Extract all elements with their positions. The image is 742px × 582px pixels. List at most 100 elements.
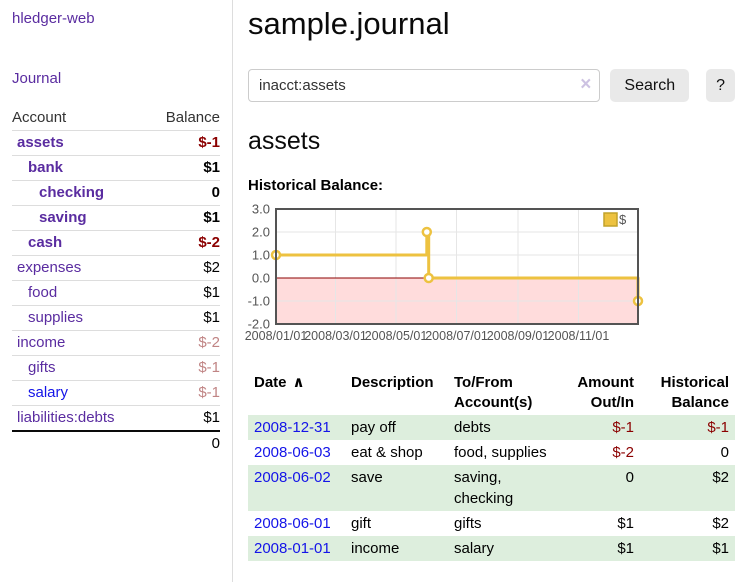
x-axis-tick-label: 2008/09/01 — [487, 329, 550, 343]
chart-title: Historical Balance: — [248, 177, 384, 194]
account-link[interactable]: income — [17, 334, 66, 351]
chart-container: $3.0 2.0 1.0 0.0 -1.0 -2.0 2008/01/01 2008/03/0… — [245, 202, 735, 346]
transaction-amount: $1 — [617, 515, 634, 532]
app-title-link[interactable]: hledger-web — [12, 10, 95, 27]
transaction-date-link[interactable]: 2008-06-03 — [254, 444, 331, 461]
account-balance: $1 — [148, 280, 220, 306]
search-input[interactable] — [248, 69, 601, 102]
y-axis-tick-label: 2.0 — [252, 225, 270, 240]
balance-column-header: Historical Balance — [660, 374, 729, 411]
legend-swatch — [603, 212, 618, 227]
account-name-cell: assets — [12, 130, 149, 156]
account-row: gifts $-1 — [12, 355, 220, 381]
accounts-total-value: 0 — [148, 430, 220, 456]
x-axis-tick-label: 2008/03/01 — [304, 329, 367, 343]
account-balance: $-2 — [148, 330, 220, 356]
account-heading: assets — [248, 127, 321, 155]
transaction-row: 2008-01-01 income salary $1 $1 — [248, 536, 735, 561]
y-axis-tick-label: 0.0 — [252, 271, 270, 286]
account-row: supplies $1 — [12, 305, 220, 331]
transaction-description: pay off — [345, 415, 448, 440]
account-row: assets $-1 — [12, 130, 220, 156]
accounts-total-row: 0 — [12, 430, 220, 456]
account-link[interactable]: saving — [39, 209, 87, 226]
accounts-table-header: Account Balance — [12, 106, 220, 131]
transaction-date-cell: 2008-06-02 — [248, 465, 345, 511]
data-point-marker — [421, 226, 433, 238]
account-balance: $1 — [148, 405, 220, 431]
y-axis-tick-label: -1.0 — [248, 294, 270, 309]
transaction-amount: $-2 — [612, 444, 634, 461]
balance-column-header: Balance — [165, 109, 220, 126]
account-name-cell: income — [12, 330, 149, 356]
account-row: checking 0 — [12, 180, 220, 206]
account-name-cell: supplies — [12, 305, 149, 331]
transaction-row: 2008-06-03 eat & shop food, supplies $-2 0 — [248, 440, 735, 465]
transaction-amount: $1 — [560, 536, 640, 561]
transaction-accounts: saving, checking — [448, 465, 560, 511]
transaction-amount: 0 — [560, 465, 640, 511]
plot-border — [275, 208, 639, 325]
account-name-cell: expenses — [12, 255, 149, 281]
account-row: income $-2 — [12, 330, 220, 356]
register-header-row: Date ∧ Description To/From Account(s) Amo… — [248, 371, 735, 415]
clear-search-icon[interactable]: × — [580, 74, 592, 95]
transaction-date-cell: 2008-12-31 — [248, 415, 345, 440]
sidebar-item-journal[interactable]: Journal — [12, 70, 62, 87]
transaction-balance: $2 — [712, 515, 729, 532]
y-axis-tick-label: 3.0 — [252, 202, 270, 217]
amount-column-header: Amount Out/In — [577, 374, 634, 411]
account-link[interactable]: expenses — [17, 259, 82, 276]
account-row: salary $-1 — [12, 380, 220, 406]
transaction-accounts: food, supplies — [454, 444, 547, 461]
transaction-date-link[interactable]: 2008-01-01 — [254, 540, 331, 557]
transaction-description: save — [345, 465, 448, 511]
account-name-cell: saving — [12, 205, 149, 231]
account-balance: $-2 — [148, 230, 220, 256]
transaction-amount: $-1 — [560, 415, 640, 440]
transaction-balance: 0 — [720, 444, 729, 461]
account-balance: 0 — [148, 180, 220, 206]
transaction-date-link[interactable]: 2008-06-01 — [254, 515, 331, 532]
account-link[interactable]: checking — [39, 184, 105, 201]
account-link[interactable]: salary — [28, 384, 69, 401]
account-balance: $2 — [148, 255, 220, 281]
sort-ascending-icon: ∧ — [292, 374, 305, 391]
transaction-description: income — [345, 536, 448, 561]
account-link[interactable]: bank — [28, 159, 64, 176]
account-link[interactable]: food — [28, 284, 58, 301]
account-row: food $1 — [12, 280, 220, 306]
main-content: sample.journal × Search ? assets Histori… — [234, 0, 742, 561]
search-input-wrap: × — [248, 69, 601, 102]
account-link[interactable]: cash — [28, 234, 63, 251]
search-form: × Search ? — [248, 69, 735, 102]
account-link[interactable]: assets — [17, 134, 64, 151]
transaction-date-cell: 2008-06-01 — [248, 511, 345, 536]
search-button[interactable]: Search — [610, 69, 690, 102]
transaction-balance: $2 — [640, 465, 735, 511]
spacer-cell — [12, 430, 149, 456]
register-table-body: 2008-12-31 pay off debts $-1 $-1 2008-06-03 ea… — [248, 415, 735, 561]
x-axis-tick-label: 2008/01/01 — [245, 329, 308, 343]
account-link[interactable]: liabilities:debts — [17, 409, 115, 426]
x-axis-tick-label: 2008/11/01 — [548, 329, 610, 343]
account-link[interactable]: gifts — [28, 359, 56, 376]
page-title: sample.journal — [248, 6, 450, 41]
account-row: cash $-2 — [12, 230, 220, 256]
x-axis-tick-label: 2008/05/01 — [365, 329, 428, 343]
transaction-date-link[interactable]: 2008-12-31 — [254, 419, 331, 436]
account-name-cell: salary — [12, 380, 149, 406]
account-row: saving $1 — [12, 205, 220, 231]
account-name-cell: gifts — [12, 355, 149, 381]
sidebar: hledger-web Journal Account Balance asse… — [0, 0, 233, 582]
date-column-header[interactable]: Date ∧ — [254, 374, 305, 391]
transaction-date-link[interactable]: 2008-06-02 — [254, 469, 331, 486]
help-button[interactable]: ? — [706, 69, 735, 102]
register-table: Date ∧ Description To/From Account(s) Amo… — [248, 371, 735, 561]
legend-label: $ — [619, 212, 627, 227]
account-balance: $1 — [148, 205, 220, 231]
transaction-accounts: gifts — [454, 515, 482, 532]
account-link[interactable]: supplies — [28, 309, 84, 326]
transaction-row: 2008-06-02 save saving, checking 0 $2 — [248, 465, 735, 511]
account-name-cell: food — [12, 280, 149, 306]
